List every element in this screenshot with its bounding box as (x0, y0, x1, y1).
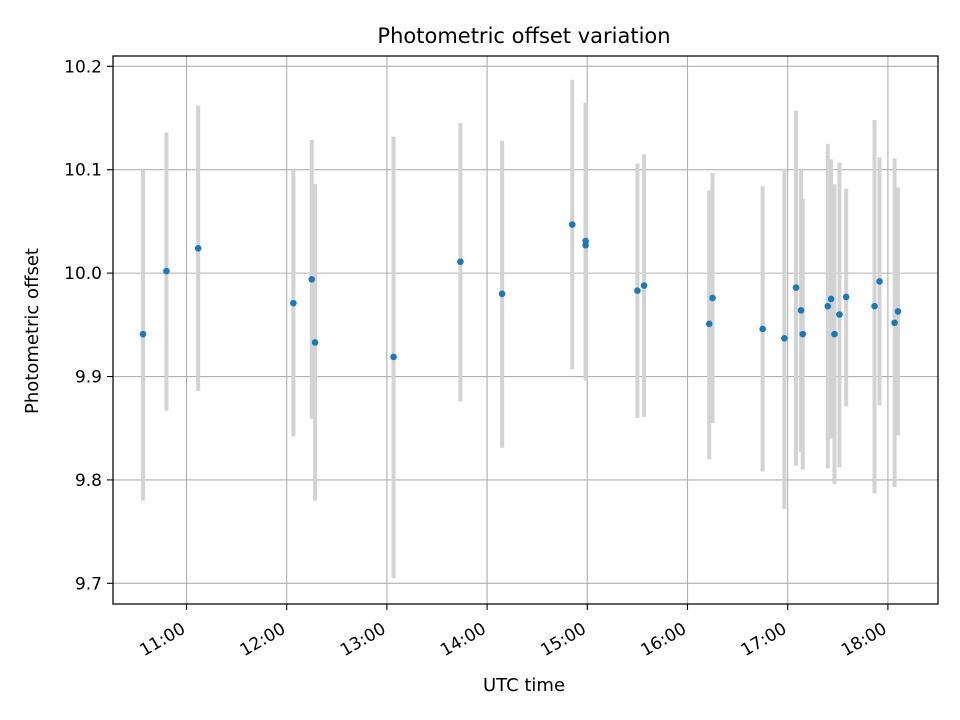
y-tick-label: 9.7 (75, 574, 102, 594)
x-axis-label: UTC time (483, 675, 565, 696)
y-tick-label: 9.8 (75, 471, 102, 491)
data-point (797, 307, 805, 314)
data-point (311, 339, 319, 346)
data-point (290, 299, 297, 307)
y-tick-label: 10.0 (64, 264, 102, 284)
data-point (457, 258, 464, 266)
data-point (836, 311, 843, 318)
data-point (709, 294, 716, 302)
y-tick-label: 10.1 (64, 161, 102, 181)
data-point (705, 320, 713, 328)
data-point (894, 308, 902, 315)
chart-title: Photometric offset variation (377, 24, 670, 48)
data-point (781, 334, 788, 342)
data-point (139, 330, 147, 338)
y-tick-label: 9.9 (75, 368, 102, 388)
data-point (827, 295, 835, 303)
data-point (792, 284, 800, 291)
data-points (139, 221, 902, 361)
data-point (634, 287, 641, 295)
data-point (308, 276, 316, 283)
data-point (799, 330, 807, 338)
data-point (876, 278, 883, 285)
data-point (568, 221, 576, 228)
data-point (163, 267, 170, 275)
data-point (842, 293, 850, 301)
data-point (759, 325, 766, 333)
data-point (498, 290, 506, 298)
data-point (582, 241, 589, 249)
data-point (871, 302, 878, 310)
data-point (831, 330, 838, 338)
data-point (891, 319, 898, 327)
data-point (194, 245, 202, 252)
plot-frame (112, 55, 939, 605)
data-point (390, 353, 397, 361)
y-axis-label: Photometric offset (22, 248, 43, 414)
y-axis-ticks: 9.7 9.8 9.9 10.0 10.1 10.2 (64, 57, 113, 594)
data-point (824, 302, 832, 310)
data-point (640, 282, 648, 289)
y-tick-label: 10.2 (64, 57, 102, 77)
